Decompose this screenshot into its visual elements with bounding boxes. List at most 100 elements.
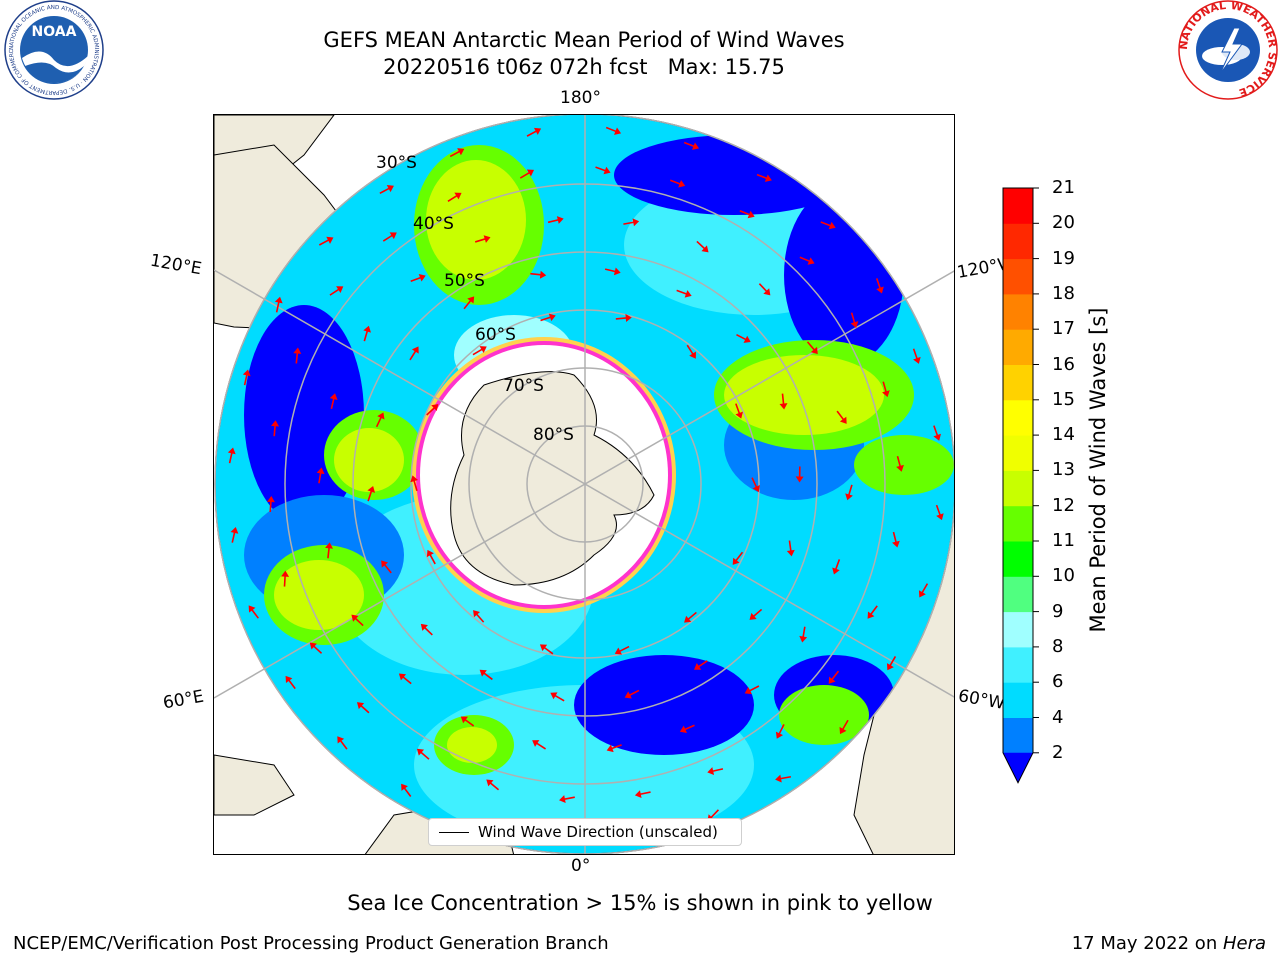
wind-wave-arrow <box>795 466 804 483</box>
national-weather-service-logo: NATIONAL WEATHER SERVICE <box>1177 0 1279 100</box>
wind-wave-arrow <box>624 689 640 699</box>
wind-wave-arrow <box>749 608 763 620</box>
colorbar-tick-label: 10 <box>1052 565 1075 587</box>
wind-wave-arrow <box>363 325 371 342</box>
colorbar-tick-label: 12 <box>1052 494 1075 516</box>
max-value: Max: 15.75 <box>667 55 785 79</box>
lon-label-lower-left: 60°E <box>161 686 206 714</box>
wind-wave-arrow <box>669 179 686 188</box>
colorbar-segment <box>1003 505 1033 542</box>
lon-label-lower-right: 60°W <box>956 686 1007 714</box>
wind-wave-arrow <box>836 410 847 424</box>
footer-host: Hera <box>1222 933 1266 954</box>
lat-label-30s: 30°S <box>376 153 417 173</box>
wind-wave-arrow <box>410 274 426 282</box>
wind-wave-arrow <box>828 670 840 684</box>
wind-wave-arrow <box>530 270 547 279</box>
wind-wave-arrow <box>479 669 493 681</box>
wind-wave-arrow <box>337 736 348 750</box>
wind-wave-arrow <box>227 447 236 464</box>
wind-wave-arrow <box>316 467 325 484</box>
colorbar-tick-label: 14 <box>1052 424 1075 446</box>
wind-wave-arrow <box>398 673 412 685</box>
wind-wave-arrow <box>401 783 412 797</box>
wind-wave-arrow <box>614 645 630 655</box>
wind-wave-arrow <box>547 216 564 224</box>
wind-wave-arrow <box>540 313 556 322</box>
wind-wave-arrow <box>912 348 921 364</box>
wind-wave-arrow <box>379 185 394 195</box>
wind-wave-arrow <box>820 221 836 230</box>
wind-wave-arrow <box>832 559 841 575</box>
colorbar-segment <box>1003 541 1033 577</box>
colorbar-segment <box>1003 576 1033 613</box>
wind-wave-arrow <box>686 344 696 359</box>
wind-wave-arrow <box>845 484 853 501</box>
wind-wave-arrow <box>799 256 815 265</box>
lat-label-50s: 50°S <box>444 271 485 291</box>
colorbar-segment <box>1003 329 1033 365</box>
legend: Wind Wave Direction (unscaled) <box>428 818 742 846</box>
wind-wave-arrow <box>351 614 364 627</box>
wind-wave-arrow <box>382 232 397 242</box>
wind-wave-arrow <box>473 610 485 623</box>
colorbar-tick-label: 6 <box>1052 671 1064 693</box>
footer-credit: NCEP/EMC/Verification Post Processing Pr… <box>13 933 609 954</box>
wind-wave-arrow <box>449 148 465 158</box>
wind-wave-arrow <box>472 346 487 356</box>
wind-wave-arrow <box>281 570 290 587</box>
lat-label-80s: 80°S <box>533 425 574 445</box>
colorbar-tick-label: 4 <box>1052 706 1064 728</box>
wind-wave-arrow <box>550 692 565 702</box>
graticule <box>214 115 954 854</box>
wind-wave-arrow <box>676 289 692 298</box>
wind-wave-arrow <box>486 779 500 791</box>
colorbar-tick-label: 15 <box>1052 388 1075 410</box>
wind-wave-arrow <box>756 173 772 182</box>
wind-wave-arrow <box>758 283 771 296</box>
wind-wave-arrow <box>739 210 755 219</box>
noaa-logo: NATIONAL OCEANIC AND ATMOSPHERIC ADMINIS… <box>2 0 104 100</box>
wind-wave-arrow <box>918 583 929 598</box>
wind-wave-arrow <box>293 347 302 364</box>
colorbar-segment <box>1003 188 1033 224</box>
colorbar-tick-label: 17 <box>1052 318 1075 340</box>
wind-wave-arrow <box>886 656 897 671</box>
colorbar-tick-label: 8 <box>1052 635 1064 657</box>
footer-date: 17 May 2022 on Hera <box>1071 933 1266 954</box>
wind-wave-arrow <box>381 560 392 574</box>
wind-wave-arrow <box>474 235 491 243</box>
polar-map <box>213 114 955 855</box>
lon-label-top: 180° <box>560 88 601 108</box>
wind-wave-arrow <box>679 724 695 733</box>
wind-wave-arrow <box>933 425 941 441</box>
sea-ice-note: Sea Ice Concentration > 15% is shown in … <box>347 891 933 915</box>
wind-wave-arrow <box>735 403 743 419</box>
wind-wave-arrow <box>416 748 430 760</box>
wind-wave-arrow <box>892 531 900 548</box>
legend-label: Wind Wave Direction (unscaled) <box>478 823 718 841</box>
wind-wave-arrow <box>799 626 808 643</box>
colorbar-tick-label: 19 <box>1052 247 1075 269</box>
wind-wave-arrow <box>285 675 296 690</box>
wind-wave-arrow <box>867 605 878 619</box>
wind-wave-arrow <box>463 296 475 310</box>
colorbar-tick-label: 11 <box>1052 530 1075 551</box>
wind-wave-arrow <box>447 192 462 202</box>
lat-label-60s: 60°S <box>475 325 516 345</box>
colorbar-tick-label: 21 <box>1052 177 1075 198</box>
colorbar-segment <box>1003 258 1033 295</box>
colorbar-tick-label: 9 <box>1052 600 1064 622</box>
wind-wave-arrow <box>532 740 547 750</box>
noaa-logo-text: NOAA <box>32 24 77 40</box>
chart-title: GEFS MEAN Antarctic Mean Period of Wind … <box>323 28 845 52</box>
colorbar-tick-label: 16 <box>1052 353 1075 375</box>
wind-wave-arrow <box>736 333 751 343</box>
colorbar-segment <box>1003 470 1033 507</box>
wind-wave-arrow <box>318 236 334 246</box>
chart-subtitle: 20220516 t06z 072h fcst Max: 15.75 <box>234 54 934 80</box>
wind-wave-arrow <box>367 485 376 502</box>
wind-wave-arrow <box>595 166 611 175</box>
lon-label-upper-left: 120°E <box>148 250 204 280</box>
wind-wave-arrow <box>309 642 323 654</box>
